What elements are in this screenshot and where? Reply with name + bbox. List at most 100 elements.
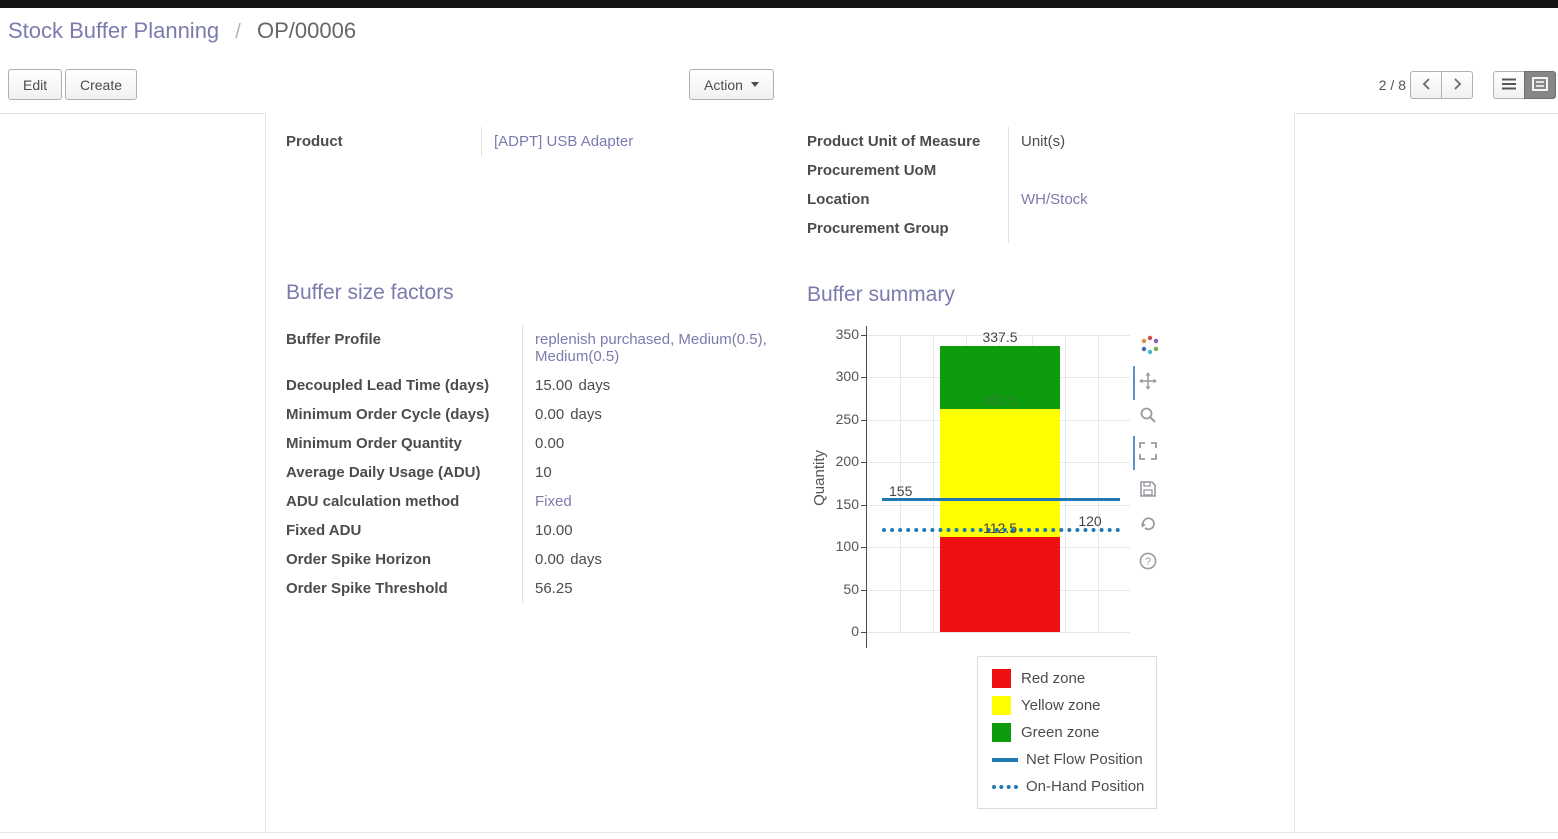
- help-icon[interactable]: ?: [1139, 552, 1161, 574]
- chart-value-label: 155: [889, 483, 913, 500]
- zoom-icon[interactable]: [1139, 406, 1161, 428]
- field-label-spike-horizon: Order Spike Horizon: [286, 545, 523, 574]
- chart-value-label: 337.5: [982, 328, 1018, 345]
- gridline: [867, 632, 1130, 633]
- save-icon[interactable]: [1139, 480, 1161, 502]
- y-tick-mark: [861, 462, 867, 464]
- reset-axes-icon[interactable]: [1139, 514, 1161, 536]
- field-label-buffer-profile: Buffer Profile: [286, 325, 523, 371]
- field-value-dlt: 15.00 days: [523, 371, 788, 400]
- field-row-uom: Product Unit of Measure Unit(s): [807, 127, 1289, 156]
- field-row-min-order-qty: Minimum Order Quantity 0.00: [286, 429, 787, 458]
- y-tick-mark: [861, 547, 867, 549]
- svg-text:?: ?: [1145, 556, 1151, 568]
- field-value-location: WH/Stock: [1009, 185, 1290, 214]
- chevron-left-icon: [1422, 77, 1431, 93]
- field-row-product: Product [ADPT] USB Adapter: [286, 127, 774, 156]
- y-tick-mark: [861, 377, 867, 379]
- legend-item[interactable]: Net Flow Position: [978, 746, 1156, 773]
- modebar-active-indicator: [1133, 366, 1135, 400]
- product-link[interactable]: [ADPT] USB Adapter: [494, 133, 634, 150]
- field-row-adu-method: ADU calculation method Fixed: [286, 487, 787, 516]
- location-link[interactable]: WH/Stock: [1021, 191, 1088, 208]
- y-tick-mark: [861, 335, 867, 336]
- pager-nav: [1410, 71, 1473, 99]
- adu-value: 10: [535, 464, 552, 481]
- edit-button[interactable]: Edit: [8, 69, 63, 100]
- legend-label: Net Flow Position: [1026, 751, 1143, 768]
- chart-value-label: 112.5: [983, 519, 1017, 536]
- field-value-adu: 10: [523, 458, 788, 487]
- field-row-procurement-uom: Procurement UoM: [807, 156, 1289, 185]
- breadcrumb-record: OP/00006: [256, 18, 357, 43]
- uom-value: Unit(s): [1021, 133, 1066, 150]
- legend-label: Yellow zone: [1021, 697, 1101, 714]
- create-button[interactable]: Create: [65, 69, 138, 100]
- field-label-adu: Average Daily Usage (ADU): [286, 458, 523, 487]
- gridline: [1098, 335, 1099, 632]
- net-flow-position-line: [882, 498, 1120, 502]
- field-label-procurement-group: Procurement Group: [807, 214, 1009, 243]
- action-label: Action: [704, 76, 743, 93]
- legend-box-swatch: [992, 696, 1011, 715]
- list-view-button[interactable]: [1493, 71, 1525, 99]
- form-view-button[interactable]: [1524, 71, 1556, 99]
- legend-item[interactable]: Green zone: [978, 719, 1156, 746]
- top-menubar: [0, 0, 1558, 8]
- chart-plot-area: 0 50 100 150 200 250 300 350 337.5 262.5 155 112.5 1…: [836, 326, 1130, 648]
- plotly-logo-icon[interactable]: [1139, 334, 1161, 356]
- spike-threshold-value: 56.25: [535, 580, 573, 597]
- field-value-spike-horizon: 0.00 days: [523, 545, 788, 574]
- legend-box-swatch: [992, 723, 1011, 742]
- pan-icon[interactable]: [1139, 372, 1161, 394]
- min-order-qty-value: 0.00: [535, 435, 565, 452]
- autoscale-icon[interactable]: [1139, 442, 1161, 464]
- adu-method-link[interactable]: Fixed: [535, 493, 572, 510]
- action-dropdown-button[interactable]: Action: [689, 69, 774, 100]
- y-tick-label: 50: [843, 580, 859, 597]
- legend-item[interactable]: Yellow zone: [978, 692, 1156, 719]
- field-row-min-order-cycle: Minimum Order Cycle (days) 0.00 days: [286, 400, 787, 429]
- dlt-value: 15.00: [535, 377, 573, 394]
- field-label-adu-method: ADU calculation method: [286, 487, 523, 516]
- breadcrumb-separator: /: [235, 21, 241, 43]
- section-heading-buffer-summary: Buffer summary: [807, 283, 955, 306]
- field-value-adu-method: Fixed: [523, 487, 788, 516]
- control-panel: Stock Buffer Planning / OP/00006 Edit Cr…: [0, 8, 1558, 114]
- legend-item[interactable]: Red zone: [978, 665, 1156, 692]
- pager-next-button[interactable]: [1441, 71, 1473, 99]
- green-zone-bar: [940, 345, 1060, 410]
- yellow-zone-bar: [940, 409, 1060, 537]
- field-label-dlt: Decoupled Lead Time (days): [286, 371, 523, 400]
- chart-legend: Red zone Yellow zone Green zone Net Flow Po…: [977, 656, 1157, 809]
- field-label-min-order-qty: Minimum Order Quantity: [286, 429, 523, 458]
- modebar-active-indicator: [1133, 436, 1135, 470]
- field-label-location: Location: [807, 185, 1009, 214]
- pager-previous-button[interactable]: [1410, 71, 1442, 99]
- field-row-fixed-adu: Fixed ADU 10.00: [286, 516, 787, 545]
- legend-item[interactable]: On-Hand Position: [978, 773, 1156, 800]
- form-view-icon: [1532, 76, 1548, 94]
- field-label-product: Product: [286, 127, 482, 156]
- field-label-fixed-adu: Fixed ADU: [286, 516, 523, 545]
- y-tick-label: 150: [835, 495, 859, 512]
- field-label-uom: Product Unit of Measure: [807, 127, 1009, 156]
- y-tick-mark: [861, 589, 867, 591]
- legend-solid-line-swatch: [992, 757, 1018, 762]
- field-value-procurement-group: [1009, 214, 1290, 243]
- list-view-icon: [1501, 77, 1517, 94]
- field-label-min-order-cycle: Minimum Order Cycle (days): [286, 400, 523, 429]
- y-tick-mark: [861, 419, 867, 421]
- section-heading-buffer-size-factors: Buffer size factors: [286, 281, 454, 304]
- field-value-spike-threshold: 56.25: [523, 574, 788, 603]
- min-order-cycle-value: 0.00: [535, 406, 565, 423]
- field-value-buffer-profile: replenish purchased, Medium(0.5), Medium…: [523, 325, 788, 371]
- buffer-profile-link[interactable]: replenish purchased, Medium(0.5), Medium…: [535, 331, 767, 365]
- chevron-right-icon: [1453, 77, 1462, 93]
- red-zone-bar: [940, 536, 1060, 632]
- gridline: [900, 335, 901, 632]
- y-tick-label: 300: [835, 368, 859, 385]
- gridline: [1065, 335, 1066, 632]
- breadcrumb-section-link[interactable]: Stock Buffer Planning: [8, 18, 220, 43]
- min-order-cycle-suffix: days: [570, 406, 602, 423]
